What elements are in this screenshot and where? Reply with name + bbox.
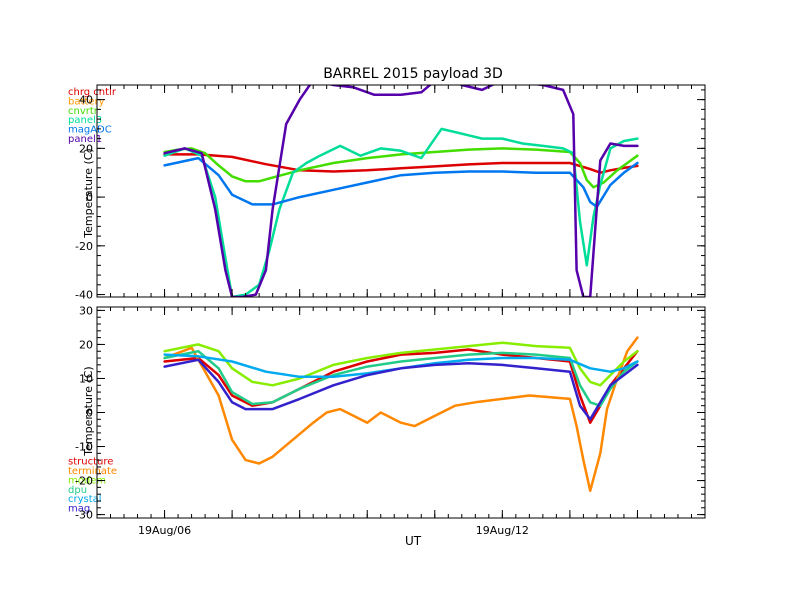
bottom-x-tick-label: 19Aug/12 [476,524,529,537]
top-series-line-cnvrtr [163,147,639,189]
top-panel: BARREL 2015 payload 3D Temperature (C) c… [68,66,706,302]
top-y-tick-label: -40 [75,289,93,302]
bottom-legend-entry: dpu [68,485,87,496]
bottom-y-tick-label: -10 [75,441,93,454]
bottom-legend-entry: crystal [68,494,102,505]
top-y-ticks: -40 -20 0 20 40 [75,89,705,302]
top-plot-series [163,85,639,297]
bottom-legend-entry: modem [68,475,106,486]
bottom-y-tick-label: -30 [75,509,93,522]
top-y-axis-label: Temperature (C) [82,148,95,238]
bottom-y-axis-label: Temperature (C) [82,366,95,456]
bottom-legend-entry: terminate [68,466,117,477]
top-plot-frame [96,84,706,298]
top-legend-entry: chrg cntlr [68,87,117,98]
bottom-y-tick-label: 0 [86,407,93,420]
top-y-tick-label: 20 [79,142,93,155]
top-legend-entry: cnvrtr [68,106,99,117]
top-legend-entry: panel3 [68,115,102,126]
bottom-plot-frame [96,306,706,519]
bottom-series-line-modem [163,341,639,387]
chart-title: BARREL 2015 payload 3D [323,66,503,82]
bottom-panel: Temperature (C) structureterminatemodemd… [68,304,706,548]
bottom-series-line-dpu [163,349,639,407]
bottom-series-line-terminate [163,336,639,493]
top-legend-entry: magADC [68,125,112,136]
top-legend: chrg cntlrbatterycnvrtrpanel3magADCpanel… [68,87,117,145]
bottom-y-tick-label: -20 [75,475,93,488]
bottom-y-tick-label: 10 [79,372,93,385]
bottom-series-line-structure [163,348,639,424]
top-legend-entry: battery [68,96,105,107]
bottom-series-line-mag [163,358,639,421]
top-y-tick-label: 40 [79,94,93,107]
bottom-y-tick-label: 20 [79,338,93,351]
bottom-legend-entry: mag [68,504,90,515]
top-y-tick-label: 0 [86,191,93,204]
bottom-y-tick-label: 30 [79,304,93,317]
bottom-series-line-crystal [163,353,639,379]
bottom-x-tick-label: 19Aug/06 [138,524,191,537]
bottom-plot-series [163,336,639,493]
bottom-y-ticks: -30 -20 -10 0 10 20 30 [75,304,705,522]
top-series-line-chrg-cntlr [163,153,639,174]
top-series-line-panel1 [163,85,639,297]
x-axis-label: UT [405,534,422,548]
top-legend-entry: panel1 [68,134,102,145]
top-y-tick-label: -20 [75,240,93,253]
top-series-line-magADC [163,156,639,209]
bottom-legend-entry: structure [68,457,113,468]
top-x-ticks [96,85,706,297]
